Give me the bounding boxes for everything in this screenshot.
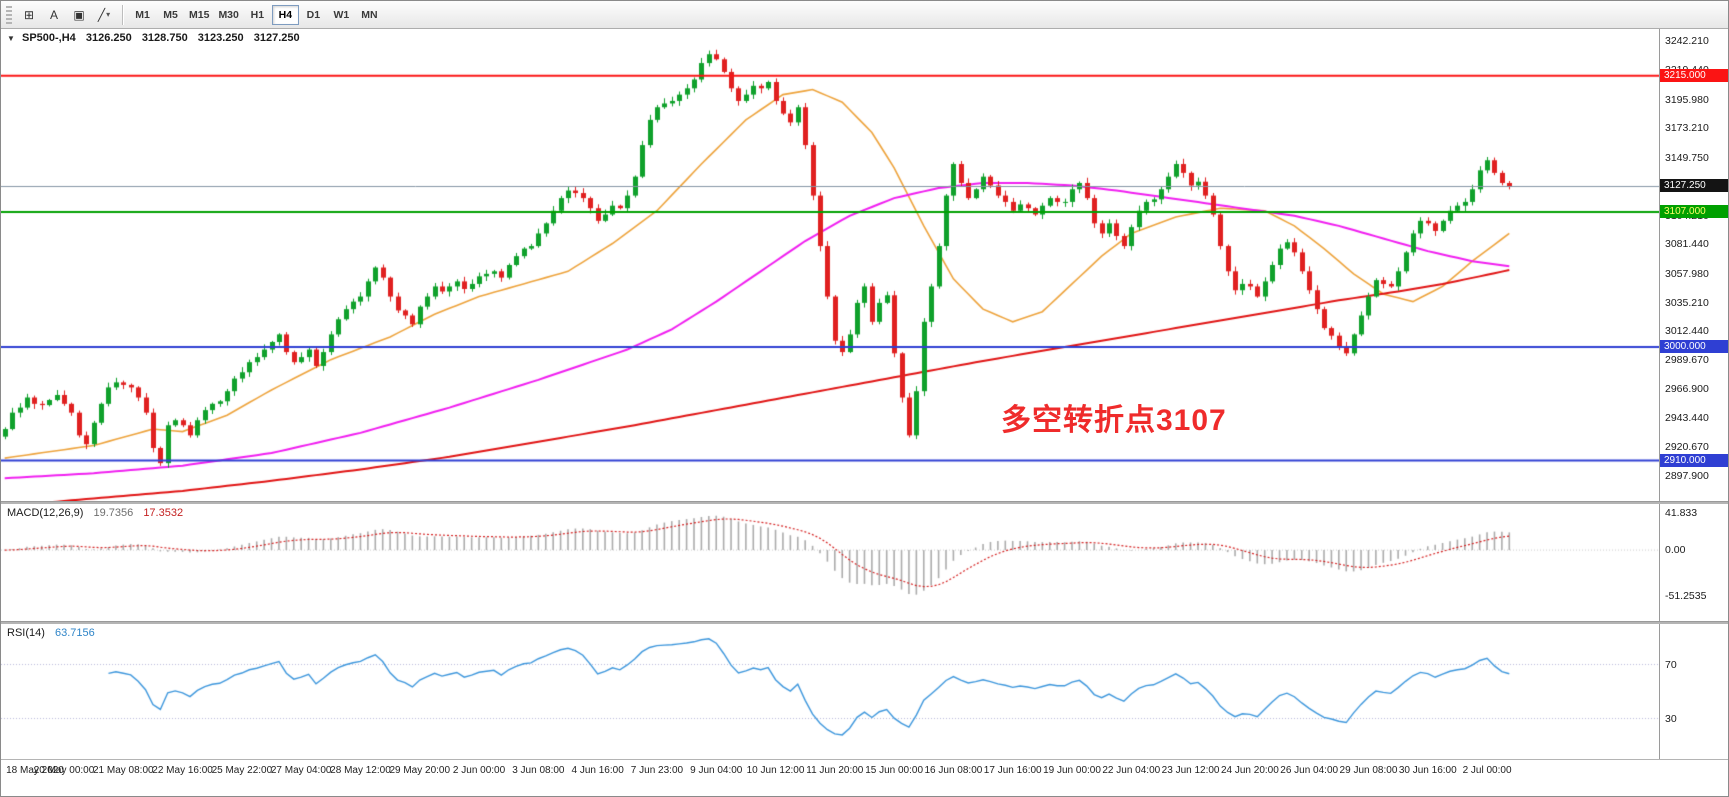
text-frame-icon: ▣ bbox=[73, 7, 85, 22]
time-tick: 30 Jun 16:00 bbox=[1398, 765, 1457, 776]
time-tick: 22 May 16:00 bbox=[152, 765, 213, 776]
price-tick: 2989.670 bbox=[1665, 354, 1709, 367]
toolbar-separator bbox=[122, 4, 123, 25]
time-tick: 28 May 12:00 bbox=[330, 765, 391, 776]
price-tick: 3012.440 bbox=[1665, 325, 1709, 338]
macd-signal-value: 17.3532 bbox=[143, 507, 184, 519]
tool-cursor-a-button[interactable]: A bbox=[42, 4, 66, 26]
time-tick: 18 May 2020 bbox=[6, 765, 64, 776]
price-tick: 3081.440 bbox=[1665, 238, 1709, 251]
time-tick: 23 Jun 12:00 bbox=[1161, 765, 1220, 776]
toolbar-grip[interactable] bbox=[6, 5, 12, 24]
price-tick: 2943.440 bbox=[1665, 412, 1709, 425]
price-tick: 3035.210 bbox=[1665, 296, 1709, 309]
time-tick: 11 Jun 20:00 bbox=[806, 765, 864, 776]
macd-header: MACD(12,26,9) 19.7356 17.3532 bbox=[7, 507, 183, 519]
time-tick: 26 Jun 04:00 bbox=[1280, 765, 1339, 776]
tool-grid-button[interactable]: ⊞ bbox=[17, 4, 41, 26]
time-tick: 22 Jun 04:00 bbox=[1102, 765, 1161, 776]
price-axis[interactable]: 3242.2103219.4403195.9803173.2103149.750… bbox=[1659, 29, 1728, 501]
rsi-axis[interactable]: 70 30 bbox=[1659, 624, 1728, 759]
time-tick: 7 Jun 23:00 bbox=[630, 765, 684, 776]
timeframe-button-m1[interactable]: M1 bbox=[129, 5, 156, 25]
price-badge-3215.000: 3215.000 bbox=[1660, 68, 1728, 82]
tool-shapes-button[interactable]: ╱ ▾ bbox=[92, 4, 116, 26]
price-chart-canvas[interactable] bbox=[1, 29, 1659, 501]
time-tick: 16 Jun 08:00 bbox=[924, 765, 983, 776]
time-tick: 20 May 00:00 bbox=[33, 765, 95, 776]
high-value: 3128.750 bbox=[141, 32, 188, 44]
timeframe-button-m5[interactable]: M5 bbox=[157, 5, 184, 25]
macd-tick: 41.833 bbox=[1665, 507, 1698, 519]
time-tick: 9 Jun 04:00 bbox=[690, 765, 743, 776]
price-chart-panel: ▼ SP500-,H4 3126.250 3128.750 3123.250 3… bbox=[1, 29, 1728, 501]
price-badge-3000.000: 3000.000 bbox=[1660, 340, 1728, 354]
time-tick: 10 Jun 12:00 bbox=[746, 765, 805, 776]
timeframe-button-mn[interactable]: MN bbox=[356, 5, 383, 25]
time-axis[interactable]: 18 May 2020 20 May 00:00 21 May 08:00 22 Ma… bbox=[1, 759, 1728, 796]
rsi-label: RSI(14) bbox=[7, 627, 45, 639]
price-tick: 3195.980 bbox=[1665, 93, 1709, 106]
timeframe-button-h4[interactable]: H4 bbox=[271, 4, 299, 25]
rsi-value: 63.7156 bbox=[54, 627, 95, 639]
macd-canvas[interactable] bbox=[1, 504, 1659, 621]
macd-tick: -51.2535 bbox=[1665, 589, 1707, 602]
price-tick: 2966.900 bbox=[1665, 382, 1709, 395]
rsi-header: RSI(14) 63.7156 bbox=[7, 627, 95, 639]
cursor-a-icon: A bbox=[49, 7, 58, 22]
panel-separator[interactable] bbox=[1, 621, 1728, 624]
open-value: 3126.250 bbox=[85, 32, 132, 44]
time-tick: 29 May 20:00 bbox=[389, 765, 451, 776]
time-tick: 2 Jul 00:00 bbox=[1462, 765, 1512, 776]
price-tick: 3173.210 bbox=[1665, 122, 1709, 135]
rsi-tick: 70 bbox=[1665, 658, 1677, 671]
time-tick: 17 Jun 16:00 bbox=[983, 765, 1042, 776]
time-tick: 19 Jun 00:00 bbox=[1043, 765, 1101, 776]
macd-label: MACD(12,26,9) bbox=[7, 507, 84, 519]
main-toolbar: ⊞ A ▣ ╱ ▾ M1 M5 M15 M30 H1 H4 D1 W1 MN bbox=[1, 1, 1728, 29]
price-badge-2910.000: 2910.000 bbox=[1660, 453, 1728, 467]
rsi-panel: RSI(14) 63.7156 70 30 bbox=[1, 624, 1728, 759]
price-tick: 3057.980 bbox=[1665, 267, 1709, 280]
dropdown-caret-icon: ▾ bbox=[106, 10, 111, 19]
time-tick: 24 Jun 20:00 bbox=[1220, 765, 1279, 776]
macd-panel: MACD(12,26,9) 19.7356 17.3532 41.833 0.00… bbox=[1, 504, 1728, 621]
macd-axis[interactable]: 41.833 0.00 -51.2535 bbox=[1659, 504, 1728, 621]
timeframe-button-h1[interactable]: H1 bbox=[244, 5, 271, 25]
low-value: 3123.250 bbox=[197, 32, 244, 44]
panel-separator[interactable] bbox=[1, 501, 1728, 504]
shapes-icon: ╱ bbox=[97, 7, 106, 22]
rsi-tick: 30 bbox=[1665, 712, 1677, 725]
symbol-timeframe-label: SP500-,H4 bbox=[21, 32, 76, 44]
timeframe-button-d1[interactable]: D1 bbox=[300, 5, 327, 25]
tool-text-frame-button[interactable]: ▣ bbox=[67, 4, 91, 26]
time-tick: 3 Jun 08:00 bbox=[512, 765, 565, 776]
time-tick: 27 May 04:00 bbox=[270, 765, 332, 776]
timeframe-button-m15[interactable]: M15 bbox=[185, 5, 213, 25]
time-tick: 2 Jun 00:00 bbox=[452, 765, 506, 776]
time-tick: 15 Jun 00:00 bbox=[865, 765, 924, 776]
timeframe-buttons-group: M1 M5 M15 M30 H1 H4 D1 W1 MN bbox=[129, 4, 383, 25]
rsi-canvas[interactable] bbox=[1, 624, 1659, 759]
price-tick: 2920.670 bbox=[1665, 441, 1709, 454]
macd-tick: 0.00 bbox=[1665, 544, 1686, 557]
tool-buttons-group: ⊞ A ▣ ╱ ▾ bbox=[17, 4, 116, 26]
time-tick: 25 May 22:00 bbox=[211, 765, 273, 776]
price-tick: 3242.210 bbox=[1665, 35, 1709, 48]
price-badge-3127.250: 3127.250 bbox=[1660, 179, 1728, 193]
price-badge-3107.000: 3107.000 bbox=[1660, 204, 1728, 218]
timeframe-button-w1[interactable]: W1 bbox=[328, 5, 355, 25]
collapse-triangle-icon[interactable]: ▼ bbox=[7, 34, 15, 43]
price-tick: 2897.900 bbox=[1665, 469, 1709, 482]
close-value: 3127.250 bbox=[253, 32, 300, 44]
timeframe-button-m30[interactable]: M30 bbox=[214, 5, 242, 25]
chart-ohlc-header: ▼ SP500-,H4 3126.250 3128.750 3123.250 3… bbox=[7, 32, 300, 44]
time-tick: 21 May 08:00 bbox=[92, 765, 154, 776]
macd-main-value: 19.7356 bbox=[93, 507, 134, 519]
price-tick: 3149.750 bbox=[1665, 152, 1709, 165]
grid-icon: ⊞ bbox=[23, 7, 35, 22]
time-tick: 29 Jun 08:00 bbox=[1339, 765, 1398, 776]
time-tick: 4 Jun 16:00 bbox=[571, 765, 624, 776]
